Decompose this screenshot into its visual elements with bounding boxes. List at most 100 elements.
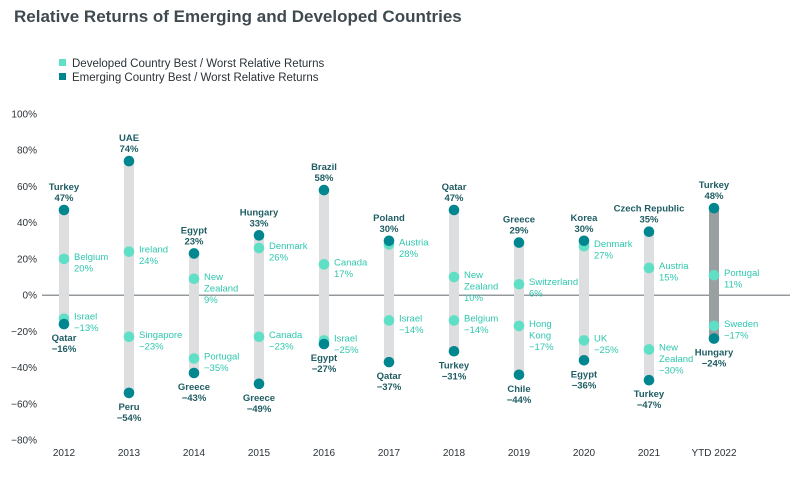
- label-developed-best-2013: Ireland 24%: [139, 245, 168, 268]
- range-bar-2012: [59, 209, 69, 325]
- label-developed-worst-2014: Portugal −35%: [204, 352, 239, 375]
- point-developed-worst-2018: [448, 315, 460, 326]
- point-emerging-best-2017: [383, 235, 395, 247]
- x-tick-label: 2013: [118, 448, 141, 459]
- point-developed-worst-2021: [643, 344, 655, 355]
- point-developed-best-2013: [123, 246, 135, 257]
- y-tick-label: 100%: [11, 110, 37, 121]
- point-emerging-worst-2018: [448, 345, 460, 357]
- label-emerging-best-2017: Poland 30%: [373, 213, 405, 235]
- label-emerging-worst-2018: Turkey −31%: [439, 360, 470, 382]
- legend-swatch-emerging: [59, 73, 66, 80]
- point-emerging-worst-2019: [513, 369, 525, 381]
- point-emerging-worst-2013: [123, 387, 135, 399]
- point-developed-best-2021: [643, 262, 655, 274]
- range-bar-2013: [124, 161, 134, 393]
- label-emerging-worst-ytd-2022: Hungary −24%: [695, 348, 734, 370]
- point-emerging-best-2016: [318, 184, 330, 196]
- label-developed-best-2020: Denmark 27%: [594, 239, 633, 262]
- label-developed-best-2017: Austria 28%: [399, 237, 429, 260]
- y-tick-label: 40%: [17, 218, 37, 229]
- point-developed-best-2014: [188, 273, 200, 285]
- point-emerging-worst-ytd-2022: [708, 333, 720, 344]
- x-tick-label: 2015: [248, 448, 271, 459]
- data-points: [58, 155, 720, 399]
- point-developed-worst-2020: [578, 335, 590, 346]
- label-developed-worst-2012: Israel −13%: [74, 312, 99, 335]
- point-developed-best-2015: [253, 242, 265, 254]
- x-tick-label: 2020: [573, 448, 596, 459]
- label-developed-best-2014: New Zealand 9%: [204, 272, 238, 306]
- label-developed-worst-2019: Hong Kong −17%: [529, 319, 554, 353]
- label-emerging-worst-2017: Qatar −37%: [377, 371, 402, 393]
- x-tick-label: 2019: [508, 448, 531, 459]
- label-developed-worst-2015: Canada −23%: [269, 330, 303, 353]
- point-developed-worst-2017: [383, 315, 395, 326]
- label-developed-best-2015: Denmark 26%: [269, 241, 308, 264]
- point-emerging-worst-2012: [58, 318, 70, 330]
- label-developed-worst-ytd-2022: Sweden −17%: [724, 319, 758, 342]
- label-emerging-best-2012: Turkey 47%: [49, 182, 80, 204]
- label-developed-worst-2013: Singapore −23%: [139, 330, 182, 353]
- label-developed-worst-2016: Israel −25%: [334, 333, 359, 356]
- label-developed-worst-2017: Israel −14%: [399, 313, 424, 336]
- point-emerging-best-2020: [578, 235, 590, 247]
- label-developed-worst-2021: New Zealand −30%: [659, 342, 693, 376]
- range-bar-2017: [384, 240, 394, 363]
- point-emerging-best-2018: [448, 204, 460, 216]
- point-emerging-best-2014: [188, 248, 200, 259]
- label-emerging-worst-2020: Egypt −36%: [571, 369, 598, 391]
- point-emerging-best-2015: [253, 230, 265, 241]
- label-emerging-best-2014: Egypt 23%: [181, 225, 208, 247]
- legend-label-emerging: Emerging Country Best / Worst Relative R…: [72, 72, 319, 84]
- point-emerging-best-2013: [123, 155, 135, 167]
- point-emerging-best-ytd-2022: [708, 202, 720, 214]
- label-emerging-best-2020: Korea 30%: [571, 213, 599, 235]
- point-emerging-worst-2020: [578, 355, 590, 366]
- point-emerging-worst-2014: [188, 367, 200, 379]
- legend-swatch-developed: [59, 59, 66, 66]
- label-emerging-worst-2021: Turkey −47%: [634, 389, 665, 411]
- point-developed-worst-2015: [253, 331, 265, 343]
- point-emerging-best-2019: [513, 237, 525, 248]
- y-tick-label: 20%: [17, 254, 37, 265]
- label-emerging-best-2015: Hungary 33%: [240, 207, 279, 229]
- range-bar-2021: [644, 231, 654, 381]
- x-tick-label: 2012: [53, 448, 76, 459]
- x-axis: 2012 2013 2014 2015 2016 2017 2018 2019 2020 2021…: [53, 448, 737, 459]
- y-tick-label: −80%: [11, 436, 37, 447]
- label-emerging-worst-2019: Chile −44%: [507, 384, 532, 406]
- point-emerging-worst-2021: [643, 374, 655, 386]
- label-developed-best-2019: Switzerland 6%: [529, 277, 578, 300]
- label-developed-best-2021: Austria 15%: [659, 261, 689, 284]
- y-tick-label: −40%: [11, 363, 37, 374]
- label-emerging-worst-2014: Greece −43%: [178, 382, 210, 404]
- label-emerging-worst-2016: Egypt −27%: [311, 353, 338, 375]
- x-tick-label: 2014: [183, 448, 206, 459]
- label-developed-best-2012: Belgium 20%: [74, 252, 108, 275]
- x-tick-label: 2018: [443, 448, 466, 459]
- y-tick-label: 80%: [17, 146, 37, 157]
- label-emerging-best-2021: Czech Republic 35%: [614, 204, 685, 226]
- point-developed-best-2016: [318, 259, 330, 270]
- point-emerging-best-2012: [58, 204, 70, 216]
- x-tick-label: 2017: [378, 448, 401, 459]
- y-tick-label: −20%: [11, 327, 37, 338]
- y-axis: 100% 80% 60% 40% 20% 0% −20% −40% −60% −80%: [11, 110, 37, 447]
- data-labels: Turkey 47% Qatar −16% Belgium 20% Israel −13% UA…: [49, 133, 760, 424]
- label-emerging-worst-2015: Greece −49%: [243, 393, 275, 415]
- y-tick-label: 0%: [23, 291, 38, 302]
- point-emerging-worst-2016: [318, 338, 330, 350]
- point-emerging-worst-2015: [253, 378, 265, 390]
- range-bar-2019: [514, 242, 524, 375]
- point-developed-best-ytd-2022: [708, 269, 720, 281]
- label-emerging-best-ytd-2022: Turkey 48%: [699, 180, 730, 202]
- label-developed-best-2016: Canada 17%: [334, 257, 368, 280]
- label-emerging-best-2013: UAE 74%: [119, 133, 139, 155]
- x-tick-label: YTD 2022: [691, 448, 736, 459]
- point-developed-best-2018: [448, 271, 460, 283]
- point-developed-worst-ytd-2022: [708, 320, 720, 332]
- label-developed-best-ytd-2022: Portugal 11%: [724, 268, 759, 291]
- label-developed-best-2018: New Zealand 10%: [464, 270, 498, 304]
